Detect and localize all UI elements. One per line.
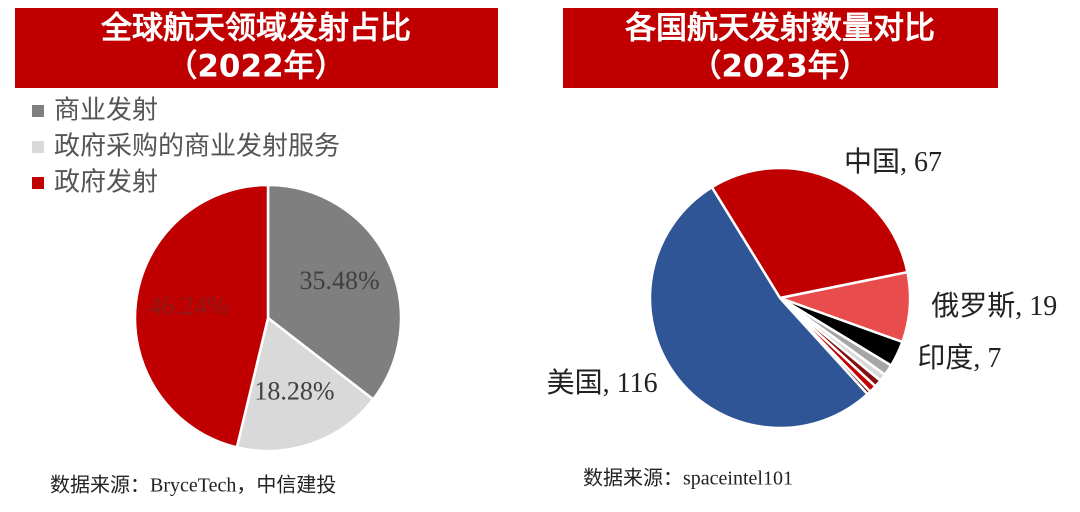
source-note: 数据来源：spaceintel101	[583, 467, 793, 490]
title-banner	[15, 8, 498, 88]
legend-label: 商业发射	[54, 96, 158, 126]
data-label: 俄罗斯, 19	[931, 290, 1057, 322]
legend-swatch	[32, 105, 44, 117]
source-note: 数据来源：BryceTech，中信建投	[50, 474, 336, 497]
data-label: 35.48%	[300, 266, 380, 295]
data-label: 46.24%	[149, 292, 229, 321]
legend-label: 政府采购的商业发射服务	[54, 132, 340, 162]
chart-subtitle: （2023年）	[690, 49, 869, 85]
legend-swatch	[32, 177, 44, 189]
chart-title: 全球航天领域发射占比	[100, 11, 411, 47]
pie-slice	[133, 183, 270, 449]
legend-label: 政府发射	[54, 168, 158, 198]
data-label: 美国, 116	[547, 367, 658, 399]
data-label: 中国, 67	[844, 146, 942, 178]
data-label: 18.28%	[254, 376, 334, 405]
pie-slice	[266, 183, 403, 402]
legend-swatch	[32, 141, 44, 153]
title-banner	[563, 8, 998, 88]
chart-subtitle: （2022年）	[166, 49, 345, 85]
pie-slice	[235, 315, 375, 453]
chart-title: 各国航天发射数量对比	[624, 11, 935, 47]
data-label: 印度, 7	[917, 342, 1001, 374]
pie-slice	[648, 185, 870, 430]
